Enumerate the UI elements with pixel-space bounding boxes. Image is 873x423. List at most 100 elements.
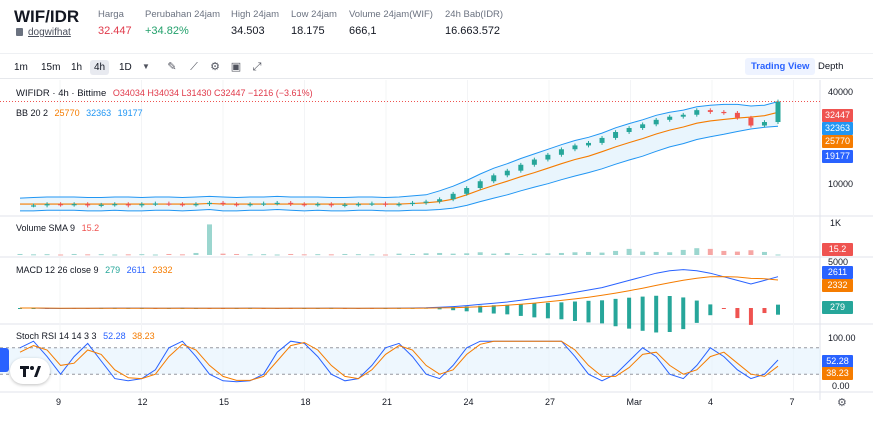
- volume-legend: Volume SMA 9 15.2: [16, 223, 99, 233]
- macd-label: MACD 12 26 close 9: [16, 265, 99, 275]
- candle: [748, 117, 754, 126]
- volume-bar: [437, 252, 443, 255]
- macd-histogram-bar: [613, 298, 618, 327]
- chart-settings-icon[interactable]: ⚙: [837, 397, 847, 409]
- volume-bar: [261, 254, 267, 256]
- volume-bar: [288, 253, 294, 255]
- macd-histogram-bar: [545, 302, 550, 319]
- candle: [328, 204, 334, 206]
- candle: [342, 204, 348, 206]
- candle: [761, 122, 767, 126]
- volume-label: Volume SMA 9: [16, 223, 76, 233]
- x-tick-label: Mar: [626, 397, 643, 407]
- interval-1m[interactable]: 1m: [14, 62, 28, 73]
- indicator-icon[interactable]: ⟋: [190, 61, 198, 73]
- stat-change-24h: Perubahan 24jam +34.82%: [145, 9, 220, 37]
- candle: [599, 137, 605, 143]
- candle: [139, 204, 145, 206]
- depth-button[interactable]: Depth: [818, 61, 844, 72]
- stat-volume-24h: Volume 24jam(WIF) 666,1: [349, 9, 433, 37]
- macd-histogram-bar: [654, 295, 659, 333]
- stoch-d-line: [19, 340, 779, 381]
- candle: [288, 202, 294, 205]
- candle: [247, 204, 253, 206]
- interval-4h[interactable]: 4h: [90, 60, 110, 75]
- stat-label: Volume 24jam(WIF): [349, 9, 433, 20]
- stat-label: High 24jam: [231, 9, 280, 20]
- volume-bar: [694, 248, 700, 255]
- tag-volume: 15.2: [822, 243, 853, 256]
- stat-low-24h: Low 24jam 18.175: [291, 9, 337, 37]
- macd-histogram-bar: [721, 308, 726, 309]
- volume-bar: [342, 253, 348, 255]
- stoch-k-value: 52.28: [103, 331, 126, 341]
- macd-tick-5000: 5000: [828, 257, 849, 267]
- candle: [626, 128, 632, 133]
- macd-histogram-bar: [748, 308, 753, 325]
- candle: [261, 203, 267, 205]
- macd-histogram-bar: [518, 304, 523, 316]
- x-tick-label: 7: [789, 397, 795, 407]
- chevron-down-icon[interactable]: ▼: [142, 62, 150, 71]
- candle: [152, 203, 158, 205]
- stat-value: 18.175: [291, 25, 325, 37]
- candle: [315, 204, 321, 206]
- stat-label: Low 24jam: [291, 9, 337, 20]
- stoch-label: Stoch RSI 14 14 3 3: [16, 331, 97, 341]
- interval-15m[interactable]: 15m: [41, 62, 61, 73]
- volume-bar: [721, 250, 727, 255]
- volume-bar: [112, 254, 118, 256]
- volume-bar: [491, 253, 497, 255]
- fullscreen-icon[interactable]: ⤢: [252, 61, 262, 73]
- price-chart[interactable]: [0, 80, 873, 423]
- volume-bar: [98, 254, 104, 256]
- tag-macd: 2611: [822, 266, 853, 279]
- settings-icon[interactable]: ⚙: [210, 61, 220, 73]
- interval-1h[interactable]: 1h: [71, 62, 83, 73]
- volume-bar: [761, 251, 767, 255]
- interval-1d[interactable]: 1D: [119, 62, 132, 73]
- macd-histogram-bar: [627, 297, 632, 329]
- candle: [680, 114, 686, 117]
- volume-bar: [775, 254, 781, 256]
- macd-histogram-bar: [586, 300, 591, 323]
- coin-link[interactable]: dogwifhat: [16, 27, 71, 38]
- collapse-panel-handle[interactable]: [0, 348, 9, 372]
- volume-tick-1k: 1K: [830, 218, 842, 228]
- x-tick-label: 24: [463, 397, 474, 407]
- volume-bar: [220, 253, 226, 255]
- volume-bar: [545, 253, 551, 255]
- main-legend: WIFIDR · 4h · Bittime O34034 H34034 L314…: [16, 88, 313, 99]
- candle: [207, 202, 212, 205]
- tag-histogram: 279: [822, 301, 853, 314]
- stoch-legend: Stoch RSI 14 14 3 3 52.28 38.23: [16, 331, 155, 341]
- stoch-k-line: [19, 340, 779, 383]
- volume-bar: [613, 250, 619, 255]
- volume-bar: [247, 254, 253, 256]
- tag-stoch-k: 52.28: [822, 355, 853, 368]
- candle: [640, 124, 646, 129]
- tag-signal: 2332: [822, 279, 853, 292]
- macd-histogram-bar: [559, 302, 564, 320]
- draw-icon[interactable]: ✎: [167, 61, 177, 73]
- tag-bb-lower: 19177: [822, 150, 853, 163]
- candle: [653, 119, 659, 125]
- volume-bar: [653, 251, 659, 255]
- candle: [586, 142, 591, 146]
- save-icon[interactable]: ▣: [230, 61, 242, 73]
- candle: [721, 111, 727, 114]
- macd-histogram-bar: [505, 304, 510, 315]
- x-tick-label: 12: [137, 397, 148, 407]
- candle: [504, 170, 510, 176]
- macd-legend: MACD 12 26 close 9 279 2611 2332: [16, 265, 173, 275]
- candle: [464, 188, 470, 194]
- volume-bar: [423, 253, 429, 255]
- bb-legend: BB 20 2 25770 32363 19177: [16, 108, 143, 118]
- bb-upper-value: 32363: [86, 108, 112, 118]
- bb-band-fill: [20, 101, 778, 211]
- symbol-label: WIFIDR · 4h · Bittime: [16, 88, 107, 99]
- signal-value: 2332: [152, 265, 173, 275]
- candle: [179, 204, 185, 206]
- candle: [382, 203, 388, 205]
- trading-view-button[interactable]: Trading View: [745, 58, 816, 75]
